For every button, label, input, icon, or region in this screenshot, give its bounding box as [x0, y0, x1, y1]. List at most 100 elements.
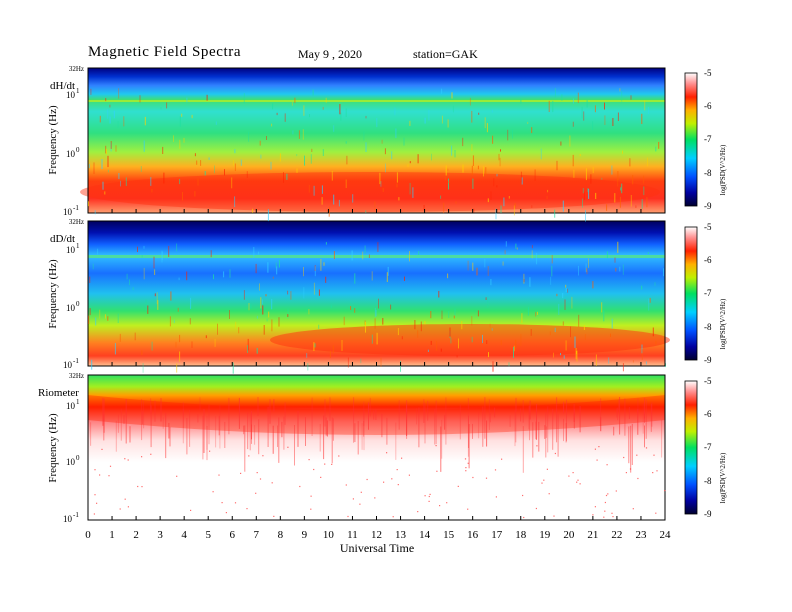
spectrogram-streak — [563, 418, 564, 442]
spectrogram-streak — [604, 102, 605, 110]
panel-dddt-red-region — [270, 324, 670, 356]
spectrogram-streak — [600, 398, 602, 431]
spectrogram-streak — [649, 297, 651, 303]
spectrogram-speck — [436, 470, 438, 472]
spectrogram-streak — [323, 262, 325, 266]
spectrogram-streak — [279, 153, 281, 162]
spectrogram-streak — [454, 308, 456, 316]
spectrogram-streak — [210, 250, 212, 258]
spectrogram-speck — [522, 494, 524, 497]
spectrogram-streak — [109, 104, 111, 108]
spectrogram-streak — [395, 422, 397, 460]
spectrogram-streak — [554, 88, 556, 98]
spectrogram-streak — [444, 176, 446, 181]
spectrogram-streak — [490, 191, 492, 201]
spectrogram-streak — [445, 165, 447, 176]
spectrogram-streak — [238, 327, 240, 334]
spectrogram-streak — [243, 425, 245, 435]
spectrogram-streak — [260, 297, 262, 309]
spectrogram-streak — [307, 362, 309, 371]
spectrogram-streak — [374, 307, 376, 317]
spectrogram-speck — [331, 463, 333, 465]
spectrogram-streak — [199, 397, 201, 411]
spectrogram-streak — [305, 417, 306, 446]
panel-riometer-label: Riometer — [38, 387, 79, 399]
spectrogram-streak — [448, 310, 450, 318]
spectrogram-streak — [644, 425, 645, 448]
spectrogram-streak — [529, 400, 531, 420]
spectrogram-streak — [590, 174, 592, 184]
spectrogram-streak — [572, 154, 574, 167]
spectrogram-streak — [472, 178, 474, 189]
spectrogram-streak — [189, 318, 191, 325]
spectrogram-streak — [272, 276, 274, 279]
spectrogram-streak — [622, 363, 624, 372]
spectrogram-streak — [213, 274, 214, 280]
spectrogram-streak — [219, 405, 221, 449]
spectrogram-streak — [515, 339, 517, 349]
spectrogram-streak — [378, 298, 379, 309]
spectrogram-streak — [561, 94, 563, 101]
spectrogram-streak — [203, 409, 205, 453]
spectrogram-streak — [267, 262, 269, 273]
spectrogram-streak — [434, 408, 436, 445]
spectrogram-streak — [431, 153, 432, 161]
spectrogram-streak — [484, 259, 486, 268]
x-tick-label: 8 — [278, 529, 284, 541]
spectrogram-streak — [296, 154, 298, 157]
x-tick-label: 7 — [254, 529, 260, 541]
spectrogram-streak — [569, 135, 571, 147]
spectrogram-streak — [637, 408, 639, 435]
spectrogram-streak — [443, 202, 445, 214]
spectrogram-streak — [197, 414, 199, 423]
spectrogram-streak — [617, 241, 619, 253]
spectrogram-streak — [502, 261, 504, 266]
panel-dddt-ytick-base-3: 10 — [63, 360, 73, 370]
spectrogram-speck — [568, 475, 570, 477]
spectrogram-streak — [565, 340, 567, 351]
spectrogram-streak — [428, 109, 430, 121]
spectrogram-streak — [117, 121, 119, 128]
spectrogram-streak — [391, 151, 393, 160]
spectrogram-streak — [531, 127, 533, 134]
spectrogram-streak — [165, 412, 167, 459]
spectrogram-streak — [94, 210, 96, 215]
spectrogram-streak — [141, 350, 143, 356]
spectrogram-streak — [120, 180, 121, 187]
spectrogram-streak — [450, 337, 452, 344]
spectrogram-streak — [576, 351, 578, 354]
spectrogram-streak — [369, 397, 371, 417]
spectrogram-streak — [178, 277, 180, 281]
spectrogram-streak — [579, 154, 581, 157]
spectrogram-streak — [582, 198, 583, 208]
spectrogram-streak — [276, 112, 278, 116]
spectrogram-streak — [115, 145, 117, 152]
spectrogram-streak — [170, 291, 172, 301]
spectrogram-streak — [644, 398, 645, 419]
spectrogram-streak — [258, 251, 260, 255]
spectrogram-streak — [469, 97, 471, 106]
spectrogram-streak — [471, 316, 473, 326]
spectrogram-speck — [553, 515, 555, 517]
spectrogram-streak — [621, 183, 623, 194]
spectrogram-streak — [101, 159, 103, 170]
x-tick-label: 15 — [443, 529, 455, 541]
spectrogram-streak — [179, 139, 181, 149]
spectrogram-streak — [363, 421, 365, 437]
spectrogram-streak — [88, 201, 89, 207]
spectrogram-streak — [556, 160, 558, 171]
spectrogram-streak — [325, 97, 327, 103]
spectrogram-streak — [630, 425, 632, 473]
panel-dddt-ylabel: Frequency (Hz) — [47, 259, 59, 329]
spectrogram-streak — [630, 95, 632, 100]
spectrogram-streak — [350, 306, 352, 310]
colorbar-dddt-tick-5: -9 — [704, 355, 712, 365]
spectrogram-streak — [125, 177, 127, 186]
spectrogram-streak — [163, 172, 165, 184]
spectrogram-streak — [267, 209, 269, 222]
spectrogram-streak — [520, 171, 522, 183]
spectrogram-speck — [655, 512, 657, 514]
spectrogram-streak — [484, 117, 486, 129]
spectrogram-streak — [343, 316, 345, 326]
spectrogram-streak — [599, 416, 601, 427]
